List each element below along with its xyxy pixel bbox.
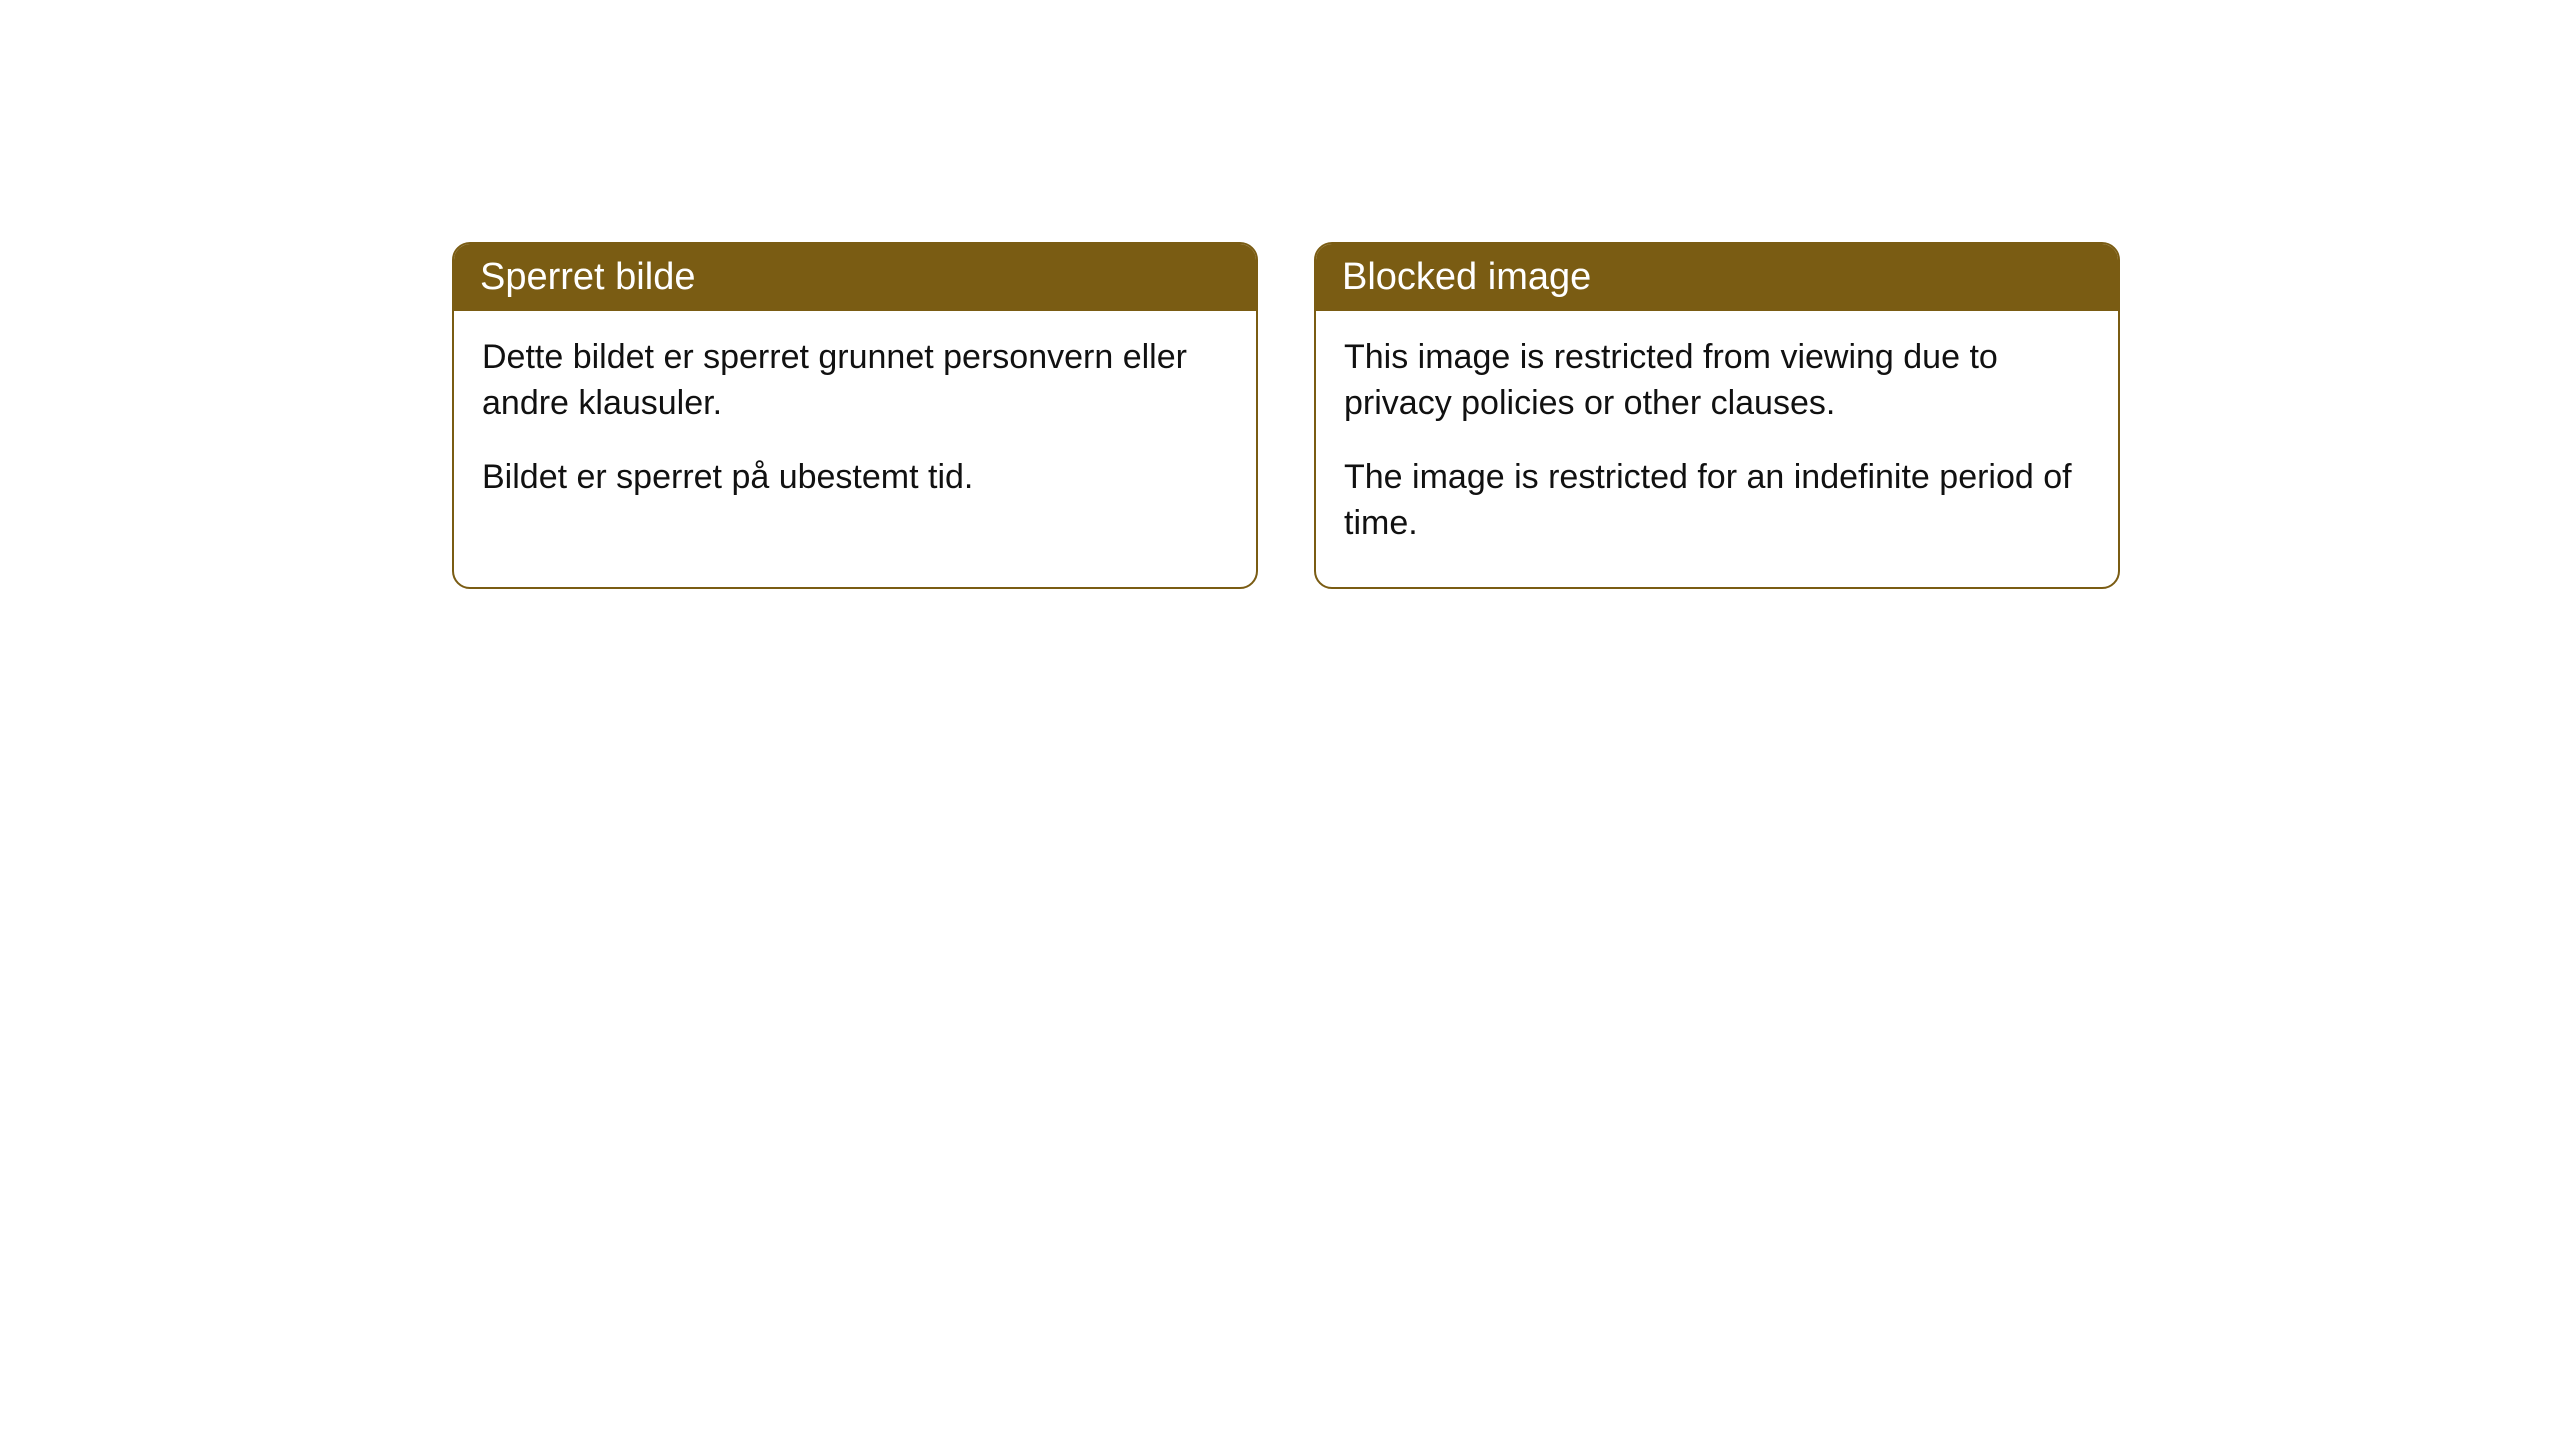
card-paragraph-2-en: The image is restricted for an indefinit… bbox=[1344, 455, 2090, 547]
blocked-image-card-en: Blocked image This image is restricted f… bbox=[1314, 242, 2120, 589]
notice-container: Sperret bilde Dette bildet er sperret gr… bbox=[0, 0, 2560, 589]
blocked-image-card-no: Sperret bilde Dette bildet er sperret gr… bbox=[452, 242, 1258, 589]
card-paragraph-1-no: Dette bildet er sperret grunnet personve… bbox=[482, 335, 1228, 427]
card-body-no: Dette bildet er sperret grunnet personve… bbox=[454, 311, 1256, 541]
card-body-en: This image is restricted from viewing du… bbox=[1316, 311, 2118, 587]
card-header-no: Sperret bilde bbox=[454, 244, 1256, 311]
card-paragraph-1-en: This image is restricted from viewing du… bbox=[1344, 335, 2090, 427]
card-paragraph-2-no: Bildet er sperret på ubestemt tid. bbox=[482, 455, 1228, 501]
card-header-en: Blocked image bbox=[1316, 244, 2118, 311]
